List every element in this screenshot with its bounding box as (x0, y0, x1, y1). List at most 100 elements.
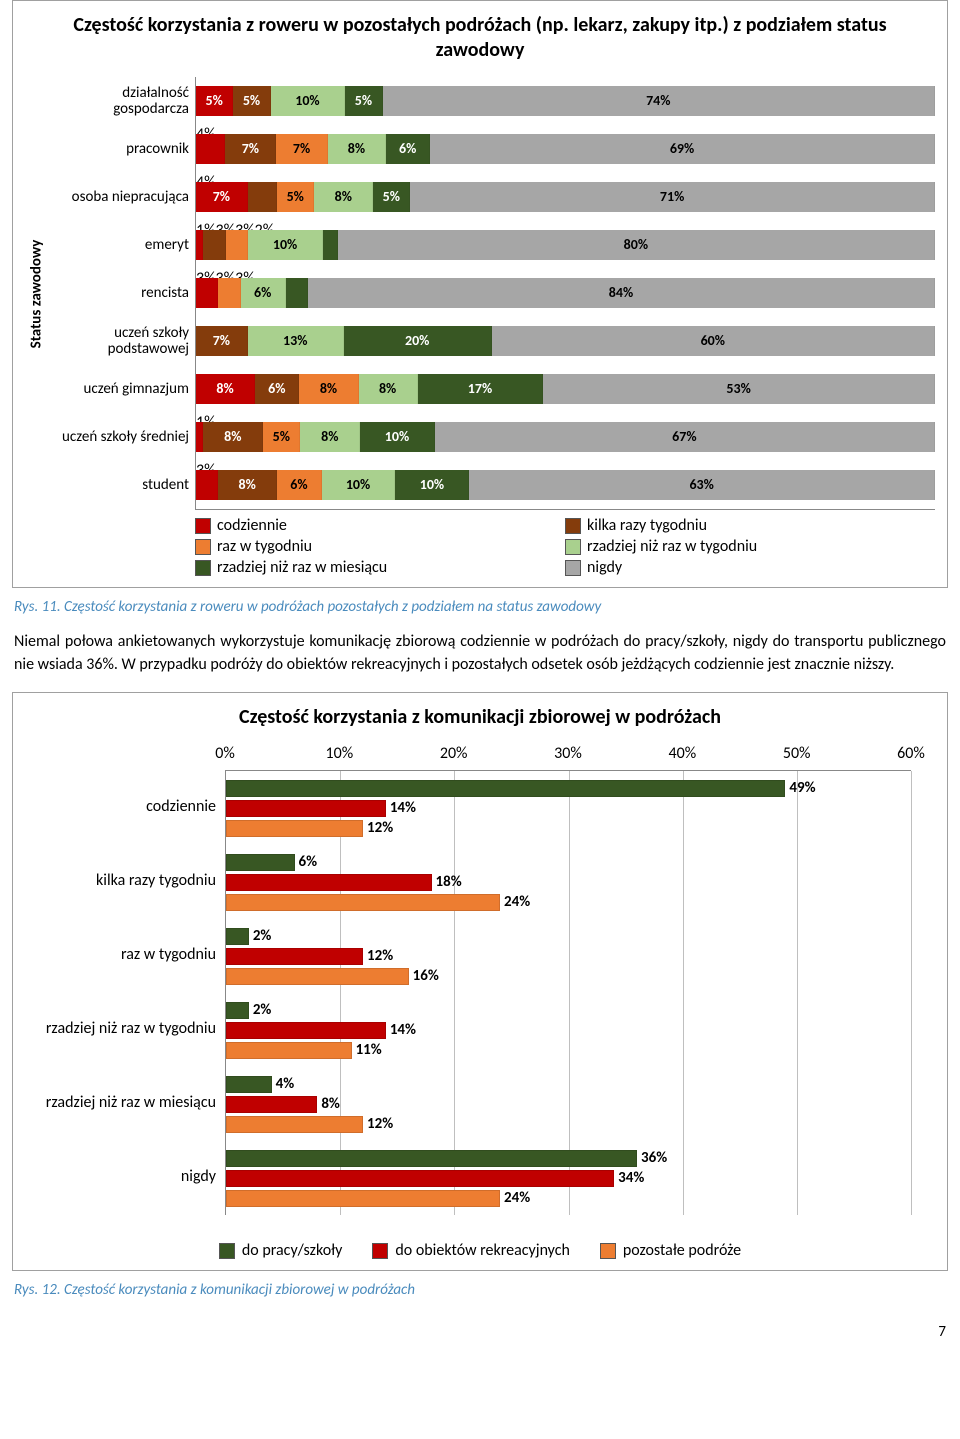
chart1-segment: 69% (430, 134, 935, 164)
chart1-segment: 20% (344, 326, 492, 356)
chart2-bar-value: 12% (367, 819, 393, 837)
legend-label: rzadziej niż raz w tygodniu (587, 537, 757, 556)
chart2-bar-value: 2% (253, 1001, 272, 1019)
chart1-row: rencista3%3%3%6%84% (47, 269, 935, 317)
chart1-segment: 5% (373, 182, 410, 212)
chart2-category-label: rzadziej niż raz w tygodniu (26, 1020, 216, 1038)
chart1-row: działalność gospodarcza5%5%10%5%74% (47, 77, 935, 125)
legend-label: kilka razy tygodniu (587, 516, 707, 535)
chart2-category-label: nigdy (26, 1168, 216, 1186)
chart1-category-label: uczeń szkoły średniej (47, 429, 195, 446)
chart2-xtick: 50% (783, 744, 811, 763)
legend-label: raz w tygodniu (217, 537, 312, 556)
legend-label: nigdy (587, 558, 622, 577)
chart1-segment: 13% (248, 326, 344, 356)
chart1-bar-wrap: 1%3%3%2%10%80% (195, 221, 935, 269)
chart1-segment: 5% (263, 422, 300, 452)
chart1-segment (196, 422, 203, 452)
chart1-segment (196, 278, 218, 308)
chart1-category-label: uczeń szkoły podstawowej (47, 325, 195, 358)
legend-item: codziennie (195, 516, 565, 535)
chart2-bar: 14% (226, 800, 386, 817)
chart1-segment: 60% (492, 326, 935, 356)
chart2-bar: 49% (226, 780, 785, 797)
chart2-bar-value: 4% (276, 1075, 295, 1093)
chart2-bar-value: 34% (618, 1169, 644, 1187)
chart1-segment (203, 230, 225, 260)
chart1-segment: 8% (299, 374, 358, 404)
chart2-bar: 16% (226, 968, 409, 985)
chart1-segment: 5% (233, 86, 270, 116)
chart1-segment (226, 230, 248, 260)
chart1-category-label: emeryt (47, 237, 195, 254)
chart1-segment: 8% (218, 470, 277, 500)
chart1-category-label: osoba niepracująca (47, 189, 195, 206)
chart1-segment: 6% (386, 134, 430, 164)
chart1-segment: 10% (360, 422, 435, 452)
chart1-segment (196, 230, 203, 260)
chart1-segment: 6% (277, 470, 321, 500)
chart1-row: uczeń szkoły podstawowej7%13%20%60% (47, 317, 935, 365)
chart2-gridline (683, 771, 684, 1215)
chart2-bar-value: 36% (641, 1149, 667, 1167)
chart1-row: osoba niepracująca4%7%5%8%5%71% (47, 173, 935, 221)
legend-swatch (565, 518, 581, 534)
chart2-bar-value: 14% (390, 1021, 416, 1039)
chart2-bar-value: 2% (253, 927, 272, 945)
chart1-segment: 7% (196, 326, 248, 356)
chart2-bar: 12% (226, 820, 363, 837)
legend-swatch (600, 1243, 616, 1259)
chart1-segment: 8% (196, 374, 255, 404)
legend-item: pozostałe podróże (600, 1241, 741, 1260)
legend-swatch (195, 518, 211, 534)
chart2-category-label: raz w tygodniu (26, 946, 216, 964)
chart1-category-label: uczeń gimnazjum (47, 381, 195, 398)
chart1-segment: 8% (359, 374, 418, 404)
chart1-bar-wrap: 1%8%5%8%10%67% (195, 413, 935, 461)
figure-caption-11: Rys. 11. Częstość korzystania z roweru w… (14, 598, 946, 616)
chart1-segment: 71% (410, 182, 935, 212)
chart2-frame: Częstość korzystania z komunikacji zbior… (12, 692, 948, 1271)
chart1-segment: 5% (196, 86, 233, 116)
chart1-segment: 7% (196, 182, 248, 212)
chart1-segment: 8% (314, 182, 373, 212)
chart1-segment (218, 278, 240, 308)
chart1-segment: 5% (345, 86, 382, 116)
chart1-segment (196, 470, 218, 500)
chart1-bar-wrap: 7%13%20%60% (195, 317, 935, 365)
chart2-bar: 18% (226, 874, 432, 891)
chart1-title: Częstość korzystania z roweru w pozostał… (65, 13, 895, 63)
legend-label: do obiektów rekreacyjnych (395, 1241, 570, 1260)
chart1-row: pracownik4%7%7%8%6%69% (47, 125, 935, 173)
chart2-bar: 24% (226, 894, 500, 911)
legend-swatch (372, 1243, 388, 1259)
chart1-body: Status zawodowy działalność gospodarcza5… (25, 77, 935, 510)
chart1-bar-wrap: 5%5%10%5%74% (195, 77, 935, 125)
chart1-bar-wrap: 3%8%6%10%10%63% (195, 461, 935, 509)
chart2-bar-value: 49% (789, 779, 815, 797)
chart2-plot: codziennie49%14%12%kilka razy tygodniu6%… (225, 770, 911, 1215)
chart1-segment: 84% (308, 278, 935, 308)
chart1-frame: Częstość korzystania z roweru w pozostał… (12, 0, 948, 588)
chart1-row: uczeń szkoły średniej1%8%5%8%10%67% (47, 413, 935, 461)
chart2-bar-value: 24% (504, 1189, 530, 1207)
chart2-bar-value: 24% (504, 893, 530, 911)
chart1-segment (248, 182, 278, 212)
chart1-row: uczeń gimnazjum8%6%8%8%17%53% (47, 365, 935, 413)
chart2-xtick: 20% (440, 744, 468, 763)
chart2-category-label: codziennie (26, 798, 216, 816)
chart2-xtick: 0% (215, 744, 235, 763)
chart1-segment: 74% (383, 86, 935, 116)
chart1-bar-wrap: 4%7%5%8%5%71% (195, 173, 935, 221)
chart2-bar: 36% (226, 1150, 637, 1167)
chart1-segment: 67% (435, 422, 935, 452)
chart1-segment: 8% (328, 134, 387, 164)
chart2-bar: 12% (226, 1116, 363, 1133)
legend-swatch (565, 560, 581, 576)
figure-caption-12: Rys. 12. Częstość korzystania z komunika… (14, 1281, 946, 1299)
chart2-category-label: kilka razy tygodniu (26, 872, 216, 890)
legend-label: rzadziej niż raz w miesiącu (217, 558, 387, 577)
chart2-gridline (340, 771, 341, 1215)
legend-item: rzadziej niż raz w tygodniu (565, 537, 935, 556)
chart1-segment: 8% (203, 422, 263, 452)
